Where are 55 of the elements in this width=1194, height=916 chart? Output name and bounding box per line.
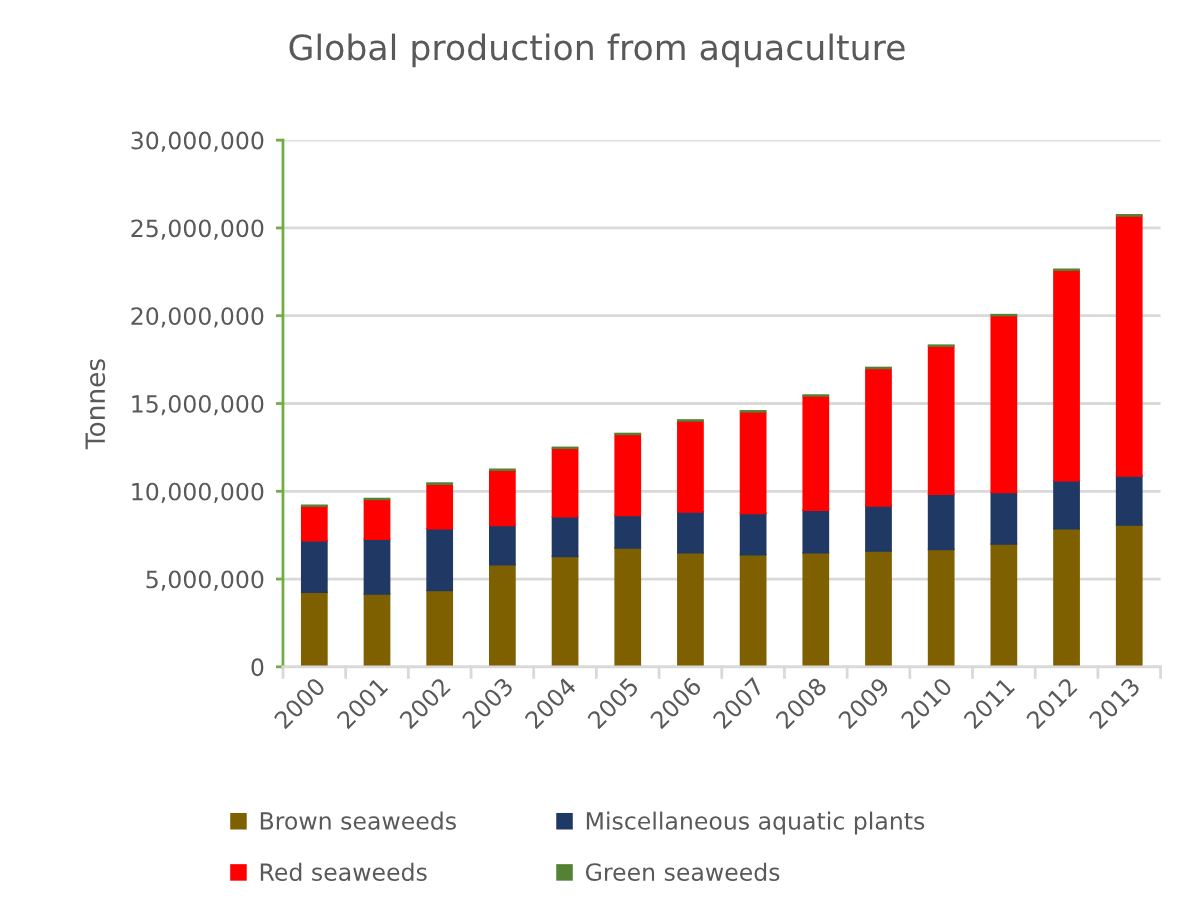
bar xyxy=(551,515,579,558)
y-tick-label: 5,000,000 xyxy=(146,570,264,591)
bar xyxy=(300,591,328,667)
bar xyxy=(426,483,454,530)
legend-label: Red seaweeds xyxy=(260,862,427,882)
bar xyxy=(1053,269,1080,482)
y-tick-label: 10,000,000 xyxy=(132,482,264,503)
bar xyxy=(489,469,516,527)
bar xyxy=(865,550,892,667)
bar xyxy=(1115,474,1143,526)
y-axis-title: Tonnes xyxy=(85,359,106,450)
y-tick-label: 15,000,000 xyxy=(132,394,264,416)
bar xyxy=(426,589,454,667)
bar xyxy=(1115,214,1143,477)
y-tick-label: 20,000,000 xyxy=(131,307,264,328)
bar xyxy=(739,553,767,667)
bar xyxy=(865,367,892,507)
bar xyxy=(677,551,704,667)
bar xyxy=(802,509,830,554)
legend-label: Miscellaneous aquatic plants xyxy=(586,811,925,835)
bar xyxy=(551,555,579,667)
bar xyxy=(739,410,767,515)
bar xyxy=(865,505,892,552)
bar xyxy=(489,524,516,566)
chart-title: Global production from aquaculture xyxy=(289,33,905,68)
bar xyxy=(1053,527,1080,667)
bar xyxy=(1053,479,1080,530)
bar xyxy=(363,592,391,667)
bar xyxy=(300,505,328,542)
bar xyxy=(802,551,830,667)
bar xyxy=(426,527,454,592)
bar xyxy=(614,514,642,549)
legend-label: Brown seaweeds xyxy=(260,811,456,830)
bar xyxy=(927,345,955,495)
bar xyxy=(363,498,391,541)
bar xyxy=(300,539,328,594)
y-tick-label: 30,000,000 xyxy=(131,131,264,152)
bar xyxy=(614,433,642,517)
bar xyxy=(1115,524,1143,667)
y-tick-label: 25,000,000 xyxy=(131,219,264,240)
bar xyxy=(677,510,704,554)
legend-label: Green seaweeds xyxy=(585,862,780,882)
y-tick-label: 0 xyxy=(251,658,264,677)
bar xyxy=(927,548,955,667)
bar xyxy=(551,447,579,518)
bar xyxy=(927,493,955,551)
bar xyxy=(489,563,516,667)
bar xyxy=(990,314,1018,494)
bar xyxy=(739,512,767,556)
bar xyxy=(363,538,391,595)
bar xyxy=(802,395,830,511)
bar xyxy=(614,546,642,667)
bar xyxy=(990,491,1018,545)
bar xyxy=(990,543,1018,667)
bar xyxy=(677,420,704,513)
